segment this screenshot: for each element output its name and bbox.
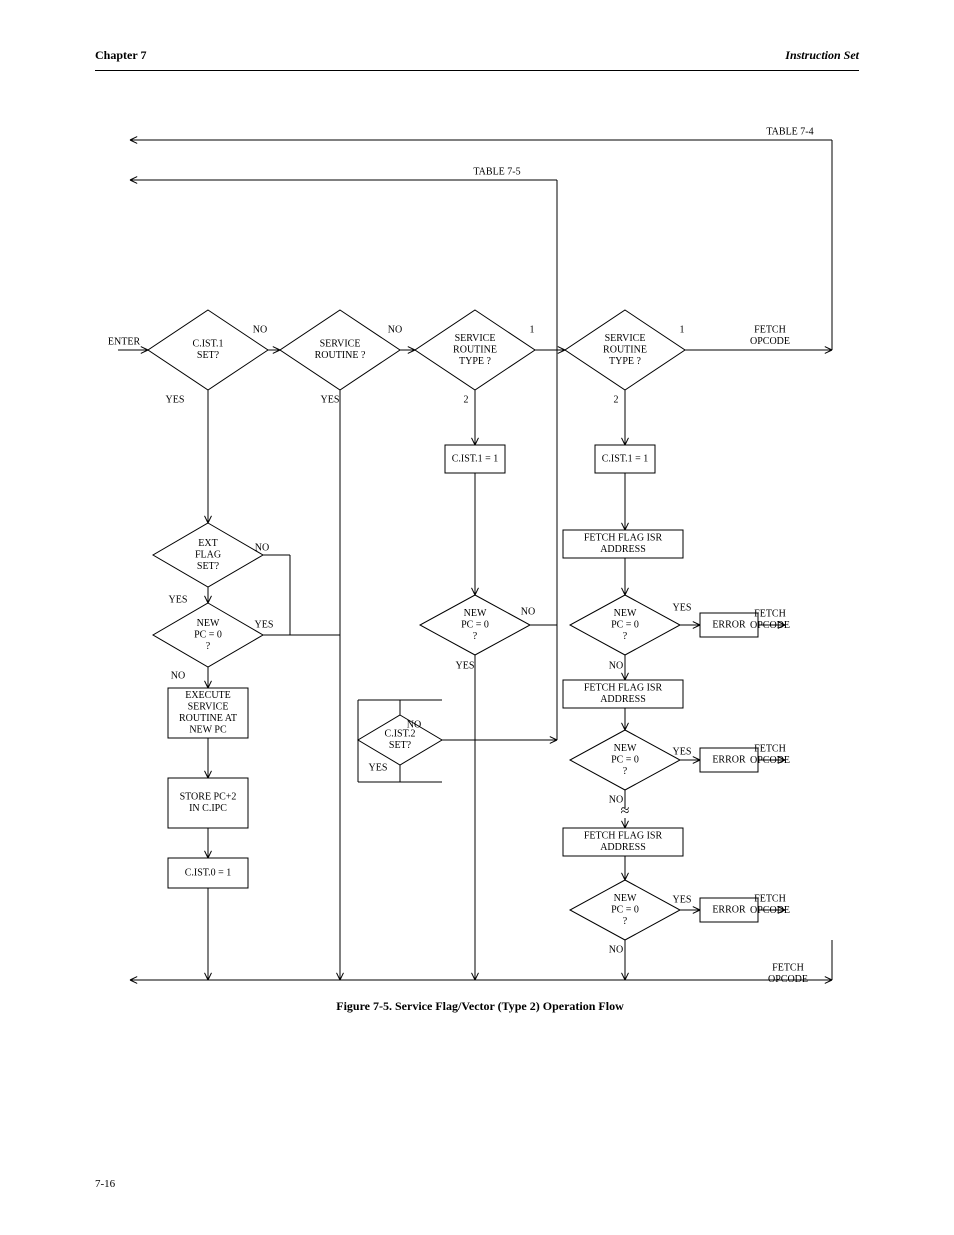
- svg-text:FETCH: FETCH: [754, 894, 786, 905]
- svg-text:TABLE 7-4: TABLE 7-4: [766, 126, 813, 137]
- svg-text:NEW PC: NEW PC: [189, 725, 227, 736]
- svg-text:Figure 7-5. Service Flag/Vecto: Figure 7-5. Service Flag/Vector (Type 2)…: [336, 999, 624, 1013]
- svg-text:PC = 0: PC = 0: [194, 629, 222, 640]
- svg-text:OPCODE: OPCODE: [750, 905, 790, 916]
- svg-text:TYPE ?: TYPE ?: [459, 356, 492, 367]
- svg-text:NEW: NEW: [614, 743, 637, 754]
- svg-text:FETCH: FETCH: [772, 963, 804, 974]
- svg-text:STORE PC+2: STORE PC+2: [180, 792, 237, 803]
- svg-text:NEW: NEW: [197, 618, 220, 629]
- svg-text:YES: YES: [321, 394, 340, 405]
- svg-text:?: ?: [623, 766, 628, 777]
- svg-text:OPCODE: OPCODE: [750, 336, 790, 347]
- svg-text:PC = 0: PC = 0: [611, 904, 639, 915]
- svg-text:FETCH FLAG ISR: FETCH FLAG ISR: [584, 683, 663, 694]
- svg-text:OPCODE: OPCODE: [750, 755, 790, 766]
- svg-text:PC = 0: PC = 0: [461, 619, 489, 630]
- svg-text:SERVICE: SERVICE: [188, 702, 229, 713]
- svg-text:NO: NO: [255, 542, 269, 553]
- svg-text:?: ?: [473, 631, 478, 642]
- svg-text:ADDRESS: ADDRESS: [600, 544, 646, 555]
- svg-text:C.IST.0 = 1: C.IST.0 = 1: [185, 867, 232, 878]
- svg-text:C.IST.1 = 1: C.IST.1 = 1: [602, 453, 649, 464]
- svg-text:NO: NO: [388, 324, 402, 335]
- svg-text:IN C.IPC: IN C.IPC: [189, 803, 227, 814]
- svg-text:FETCH: FETCH: [754, 744, 786, 755]
- svg-text:FLAG: FLAG: [195, 549, 221, 560]
- svg-text:FETCH: FETCH: [754, 325, 786, 336]
- svg-text:2: 2: [614, 394, 619, 405]
- svg-text:NEW: NEW: [614, 608, 637, 619]
- svg-text:NO: NO: [171, 670, 185, 681]
- svg-text:SET?: SET?: [197, 350, 220, 361]
- svg-text:YES: YES: [673, 894, 692, 905]
- svg-text:C.IST.1: C.IST.1: [193, 339, 224, 350]
- flowchart: ≈C.IST.1SET?SERVICEROUTINE ?SERVICEROUTI…: [0, 0, 954, 1235]
- svg-text:OPCODE: OPCODE: [768, 974, 808, 985]
- svg-text:ROUTINE ?: ROUTINE ?: [315, 350, 366, 361]
- svg-text:ROUTINE: ROUTINE: [453, 344, 497, 355]
- svg-text:TABLE 7-5: TABLE 7-5: [473, 166, 520, 177]
- svg-text:YES: YES: [255, 619, 274, 630]
- svg-text:ERROR: ERROR: [712, 619, 746, 630]
- svg-text:YES: YES: [169, 594, 188, 605]
- svg-text:FETCH FLAG ISR: FETCH FLAG ISR: [584, 831, 663, 842]
- svg-text:YES: YES: [456, 660, 475, 671]
- svg-text:YES: YES: [673, 602, 692, 613]
- svg-text:ADDRESS: ADDRESS: [600, 842, 646, 853]
- svg-text:1: 1: [530, 324, 535, 335]
- svg-text:PC = 0: PC = 0: [611, 619, 639, 630]
- svg-text:NO: NO: [609, 944, 623, 955]
- svg-text:ERROR: ERROR: [712, 904, 746, 915]
- svg-text:NO: NO: [253, 324, 267, 335]
- svg-text:?: ?: [623, 631, 628, 642]
- svg-text:PC = 0: PC = 0: [611, 754, 639, 765]
- svg-text:ROUTINE AT: ROUTINE AT: [179, 713, 237, 724]
- svg-text:NEW: NEW: [614, 893, 637, 904]
- svg-text:NEW: NEW: [464, 608, 487, 619]
- svg-text:NO: NO: [407, 719, 421, 730]
- svg-text:1: 1: [680, 324, 685, 335]
- svg-text:ADDRESS: ADDRESS: [600, 694, 646, 705]
- svg-text:2: 2: [464, 394, 469, 405]
- svg-text:OPCODE: OPCODE: [750, 620, 790, 631]
- svg-text:SET?: SET?: [389, 740, 412, 751]
- svg-text:ROUTINE: ROUTINE: [603, 344, 647, 355]
- svg-text:NO: NO: [609, 660, 623, 671]
- svg-text:FETCH FLAG ISR: FETCH FLAG ISR: [584, 533, 663, 544]
- svg-text:C.IST.1 = 1: C.IST.1 = 1: [452, 453, 499, 464]
- svg-text:YES: YES: [166, 394, 185, 405]
- svg-text:NO: NO: [609, 794, 623, 805]
- svg-text:EXT: EXT: [198, 538, 217, 549]
- svg-text:SERVICE: SERVICE: [605, 333, 646, 344]
- svg-text:TYPE ?: TYPE ?: [609, 356, 642, 367]
- svg-text:SERVICE: SERVICE: [455, 333, 496, 344]
- svg-text:YES: YES: [369, 762, 388, 773]
- svg-text:?: ?: [623, 916, 628, 927]
- svg-text:SET?: SET?: [197, 561, 220, 572]
- svg-text:FETCH: FETCH: [754, 609, 786, 620]
- svg-text:EXECUTE: EXECUTE: [185, 690, 231, 701]
- svg-text:?: ?: [206, 641, 211, 652]
- svg-text:ERROR: ERROR: [712, 754, 746, 765]
- svg-text:NO: NO: [521, 606, 535, 617]
- svg-text:SERVICE: SERVICE: [320, 339, 361, 350]
- svg-text:YES: YES: [673, 746, 692, 757]
- svg-text:ENTER: ENTER: [108, 336, 141, 347]
